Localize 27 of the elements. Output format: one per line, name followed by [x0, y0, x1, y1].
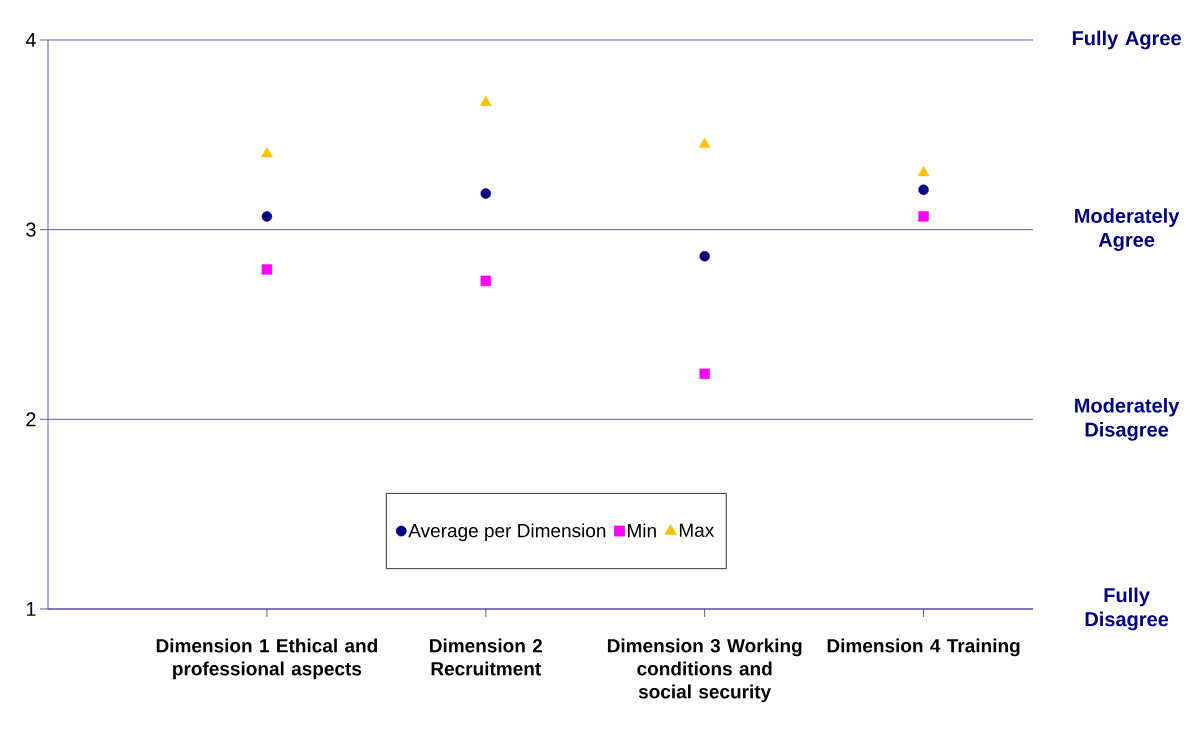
legend-label: Min: [628, 523, 656, 538]
text: Fully Agree: [1072, 30, 1181, 50]
point: [261, 147, 273, 158]
y-tick-label: 2: [26, 412, 36, 427]
point: [917, 166, 930, 177]
y-tick-label: 1: [26, 602, 36, 616]
point: [261, 211, 273, 222]
point: [480, 275, 491, 287]
text: Moderately Disagree: [1075, 397, 1180, 441]
x-tick-label: Dimension 2 Recruitment: [430, 638, 543, 676]
point: [918, 211, 929, 222]
x-tick-label: Dimension 1 Ethical and professional aspects: [156, 638, 378, 680]
point: [698, 137, 711, 148]
legend-label: Average per Dimension: [408, 523, 606, 542]
point: [480, 188, 491, 199]
legend-label: Max: [679, 523, 715, 538]
x-tick-label: Dimension 3 Working conditions and social security: [607, 638, 802, 703]
point: [479, 95, 492, 107]
point: [699, 368, 710, 379]
text: Fully Disagree: [1085, 587, 1169, 631]
y-tick-label: 4: [25, 33, 36, 47]
text: Moderately Agree: [1075, 208, 1180, 252]
point: [918, 184, 929, 196]
point: [261, 264, 273, 275]
y-tick-label: 3: [26, 222, 36, 237]
point: [699, 251, 710, 262]
x-tick-label: Dimension 4 Training: [827, 638, 1020, 657]
